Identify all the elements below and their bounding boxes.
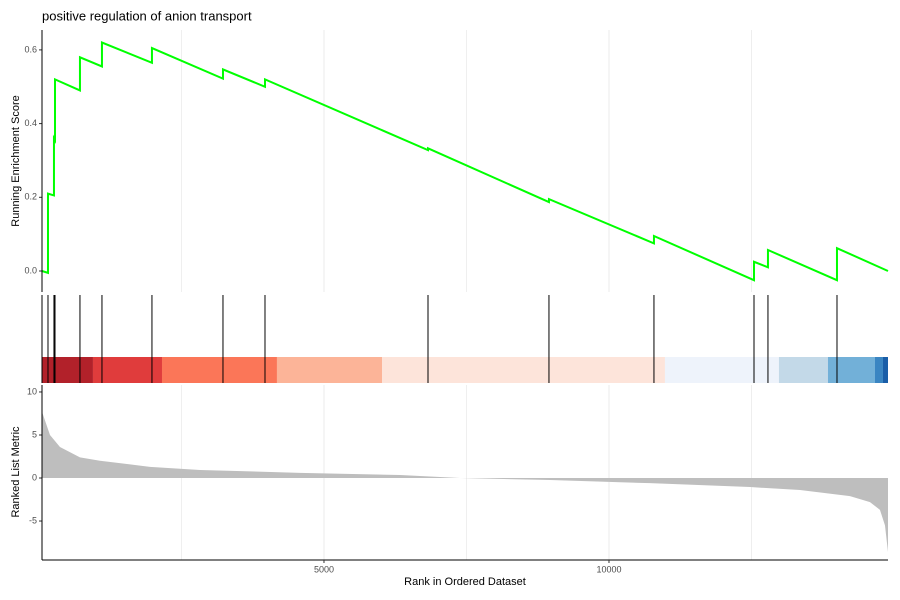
rank-band	[382, 357, 665, 383]
metric-area	[42, 411, 888, 552]
x-tick-label: 10000	[596, 564, 621, 574]
rank-band	[42, 357, 93, 383]
y-tick-label: 10	[27, 386, 37, 396]
rank-band	[882, 357, 888, 383]
chart-title: positive regulation of anion transport	[42, 8, 252, 23]
rank-band	[664, 357, 779, 383]
rank-band	[92, 357, 162, 383]
y-tick-label: 5	[32, 429, 37, 439]
y-tick-label: 0.2	[24, 192, 37, 202]
rank-band	[875, 357, 883, 383]
x-tick-label: 5000	[314, 564, 334, 574]
rank-band	[161, 357, 277, 383]
enrichment-line	[41, 41, 889, 282]
y-axis-label: Ranked List Metric	[10, 426, 22, 518]
rank-band	[778, 357, 828, 383]
y-tick-label: 0	[32, 472, 37, 482]
y-tick-label: 0.6	[24, 44, 37, 54]
y-tick-label: 0.0	[24, 265, 37, 275]
y-tick-label: -5	[29, 515, 37, 525]
x-axis-label: Rank in Ordered Dataset	[404, 576, 526, 588]
rank-band	[276, 357, 383, 383]
y-axis-label: Running Enrichment Score	[10, 95, 22, 226]
rank-band	[827, 357, 876, 383]
y-tick-label: 0.4	[24, 118, 37, 128]
